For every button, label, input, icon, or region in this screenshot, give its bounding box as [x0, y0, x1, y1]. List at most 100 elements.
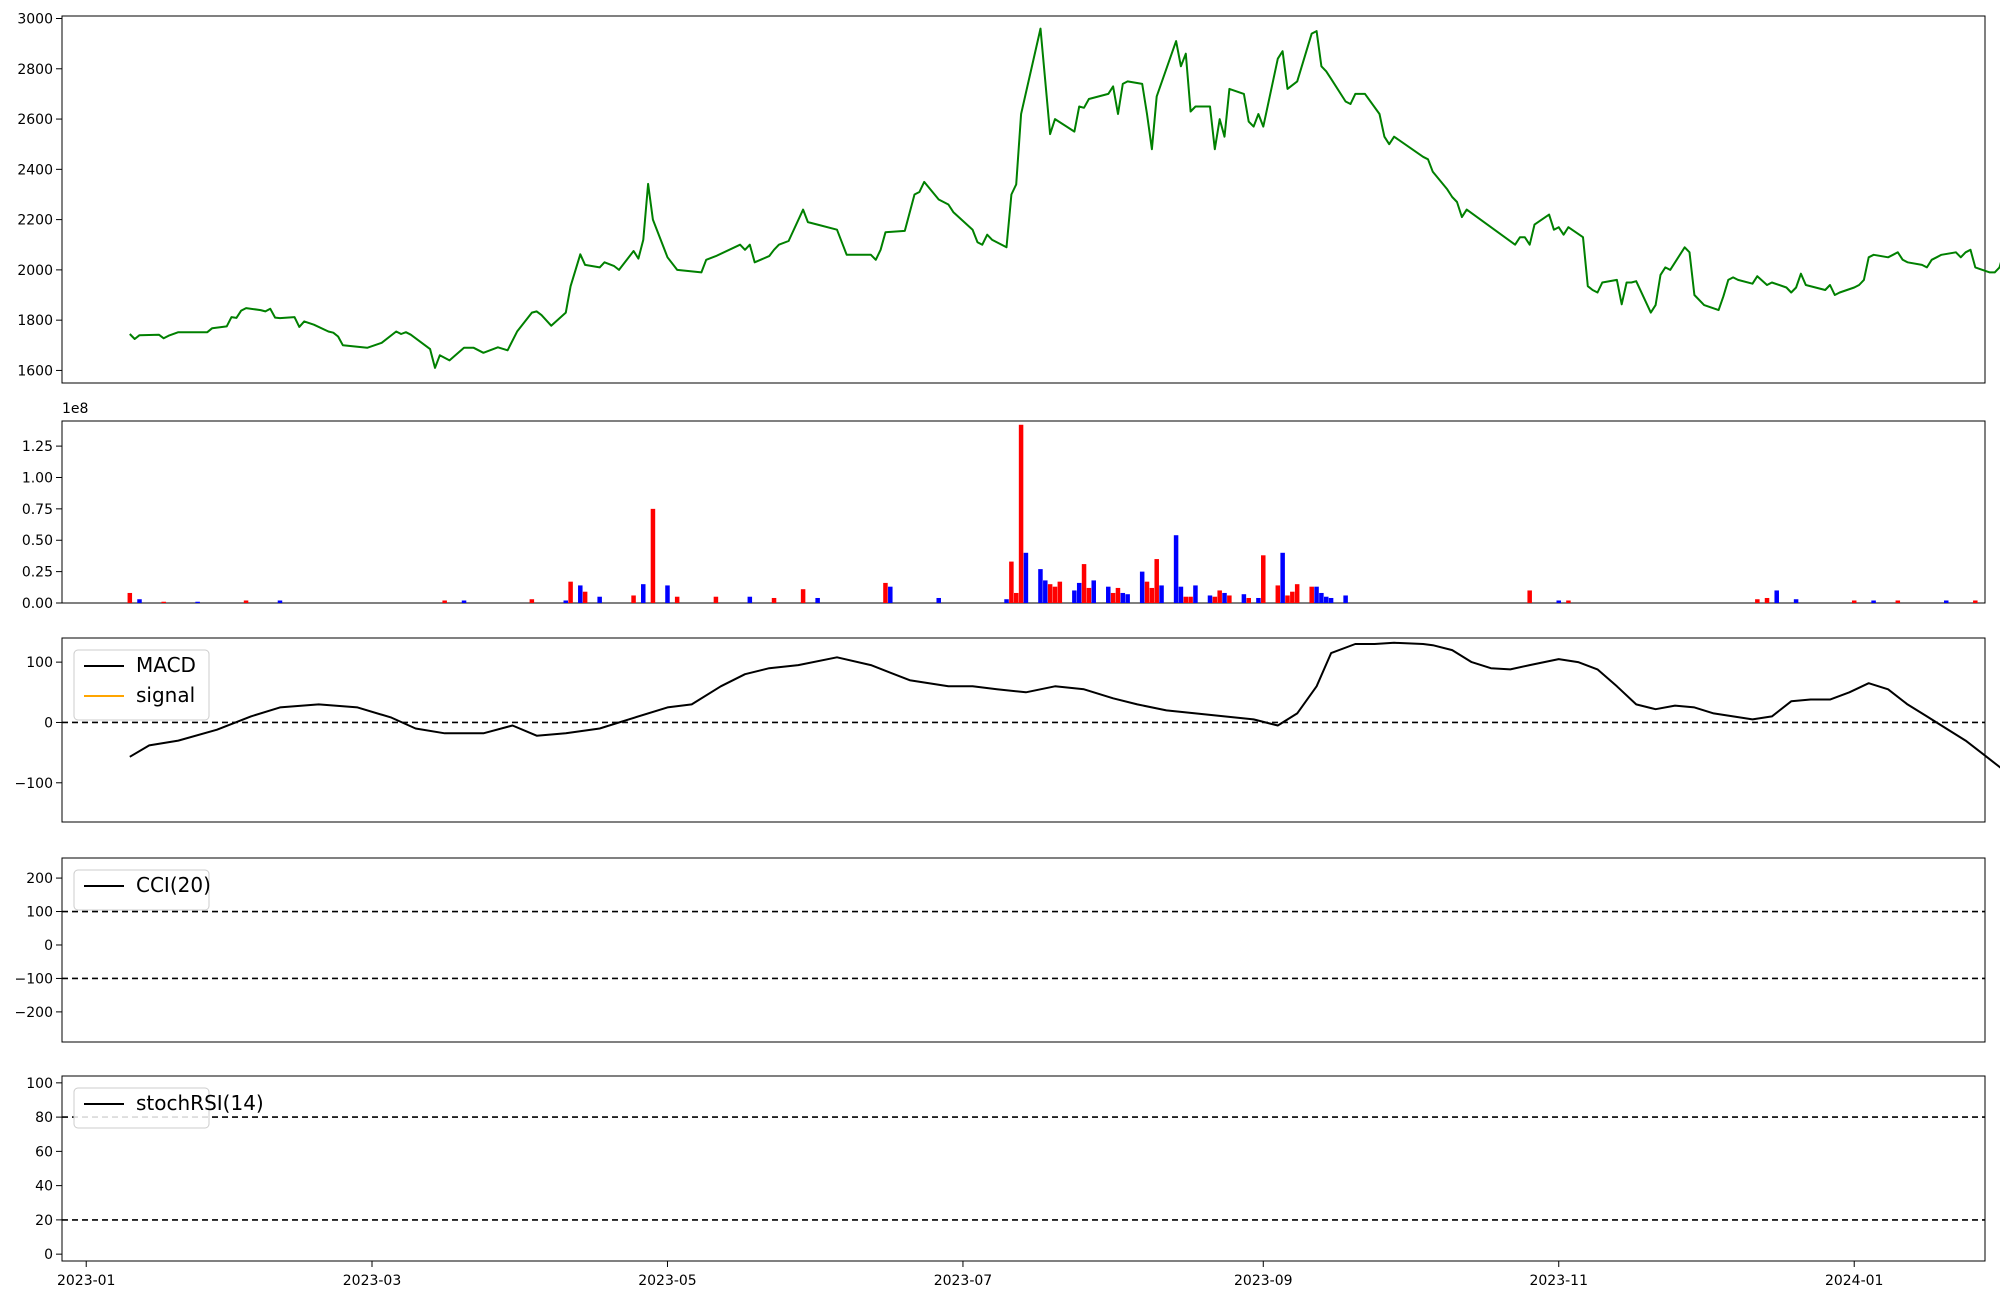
volume-bar [1343, 595, 1348, 603]
x-tick-label: 2024-01 [1825, 1273, 1884, 1289]
volume-bar [1081, 564, 1087, 603]
volume-bar [1851, 600, 1857, 603]
volume-bar [1052, 586, 1058, 603]
volume-bar [1943, 600, 1949, 603]
price-frame [61, 15, 1986, 384]
volume-bar [650, 508, 656, 603]
volume-bar [461, 600, 467, 603]
volume-bar [674, 596, 680, 603]
volume-bar [1144, 581, 1150, 603]
volume-frame [61, 420, 1986, 604]
volume-ytick-label: 0.75 [22, 502, 53, 518]
price-ytick-label: 2200 [17, 213, 53, 229]
volume-bar [713, 596, 719, 603]
stochrsi-ytick-label: 60 [35, 1144, 53, 1160]
stochrsi-ytick-label: 40 [35, 1179, 53, 1195]
volume-bar [1556, 600, 1561, 603]
macd-legend-label: signal [136, 683, 195, 707]
cci-legend-box [73, 869, 210, 911]
cci-ytick-label: −100 [15, 971, 53, 987]
x-tick-label: 2023-03 [343, 1273, 402, 1289]
cci-ytick-label: 100 [26, 905, 53, 921]
volume-bar [641, 584, 646, 603]
macd-legend-box [73, 649, 210, 721]
volume-bar [1793, 599, 1799, 603]
price-panel: 1600 1800 2000 2200 2400 2600 2800 3000 [17, 12, 2000, 384]
volume-bar [1106, 586, 1111, 603]
volume-ytick-label: 1.00 [22, 470, 53, 486]
price-ytick-label: 1600 [17, 363, 53, 379]
volume-bar [1047, 584, 1053, 603]
volume-bar [1154, 559, 1159, 603]
volume-bar [137, 599, 142, 603]
volume-bar [1227, 595, 1232, 603]
volume-bar [1004, 599, 1009, 603]
volume-bar [883, 582, 888, 603]
volume-bar [578, 585, 583, 603]
stochrsi-panel: 0 20 40 60 80 100 stochRSI(14) [26, 1075, 1986, 1263]
volume-bar [1256, 597, 1261, 603]
volume-bar [936, 597, 941, 603]
volume-bar [1294, 584, 1300, 603]
macd-frame [61, 637, 1986, 823]
volume-bar [1527, 590, 1532, 603]
volume-bar [597, 596, 602, 603]
volume-bar [1188, 596, 1193, 603]
volume-bar [800, 589, 806, 603]
volume-bar [1057, 581, 1063, 603]
stochrsi-ytick-label: 100 [26, 1076, 53, 1092]
volume-bar [1290, 591, 1295, 603]
volume-bar [1173, 535, 1179, 603]
macd-series-line [129, 641, 2000, 769]
volume-bar [1328, 597, 1334, 603]
volume-bar [1246, 597, 1251, 603]
volume-bar [1222, 592, 1227, 603]
volume-bar [1314, 586, 1319, 603]
volume-bar [1207, 595, 1213, 603]
x-tick-label: 2023-01 [57, 1273, 116, 1289]
volume-bar [529, 599, 535, 603]
volume-bar [1149, 587, 1155, 603]
volume-bar [1323, 596, 1329, 603]
stochrsi-ytick-label: 80 [35, 1110, 53, 1126]
volume-bar [631, 595, 636, 603]
volume-bar [1043, 580, 1048, 603]
volume-bar [1764, 597, 1770, 603]
volume-bar [1115, 587, 1121, 603]
volume-bar [1319, 592, 1324, 603]
volume-bar [1086, 587, 1092, 603]
volume-bar [1120, 592, 1126, 603]
stochrsi-ytick-label: 20 [35, 1213, 53, 1229]
x-tick-label: 2023-05 [638, 1273, 697, 1289]
volume-bar [1125, 594, 1130, 603]
price-ytick-label: 2800 [17, 62, 53, 78]
volume-bar [1973, 600, 1978, 603]
volume-bar [1280, 552, 1285, 603]
volume-bar [1076, 582, 1082, 603]
volume-bar [771, 597, 777, 603]
volume-bar [1009, 561, 1014, 603]
price-ytick-label: 2000 [17, 263, 53, 279]
volume-bar [568, 581, 573, 603]
cci-ytick-label: 0 [44, 938, 53, 954]
volume-bar [1275, 585, 1281, 603]
price-ytick-label: 3000 [17, 12, 53, 28]
volume-bar [1013, 592, 1019, 603]
volume-bar [1241, 594, 1247, 603]
volume-bar [1178, 586, 1184, 603]
stochrsi-legend-label: stochRSI(14) [136, 1091, 264, 1115]
cci-legend-label: CCI(20) [136, 873, 211, 897]
cci-frame [61, 857, 1986, 1043]
volume-bar [1072, 590, 1077, 603]
x-tick-label: 2023-07 [934, 1273, 993, 1289]
price-line [129, 27, 2000, 369]
volume-bar [127, 592, 133, 603]
volume-bar [195, 601, 200, 603]
volume-bar [563, 600, 569, 603]
volume-bar [1018, 424, 1024, 603]
volume-bar [161, 601, 166, 603]
volume-ytick-label: 1.25 [22, 439, 53, 455]
volume-ytick-label: 0.00 [22, 596, 53, 612]
volume-bar [1566, 600, 1571, 603]
